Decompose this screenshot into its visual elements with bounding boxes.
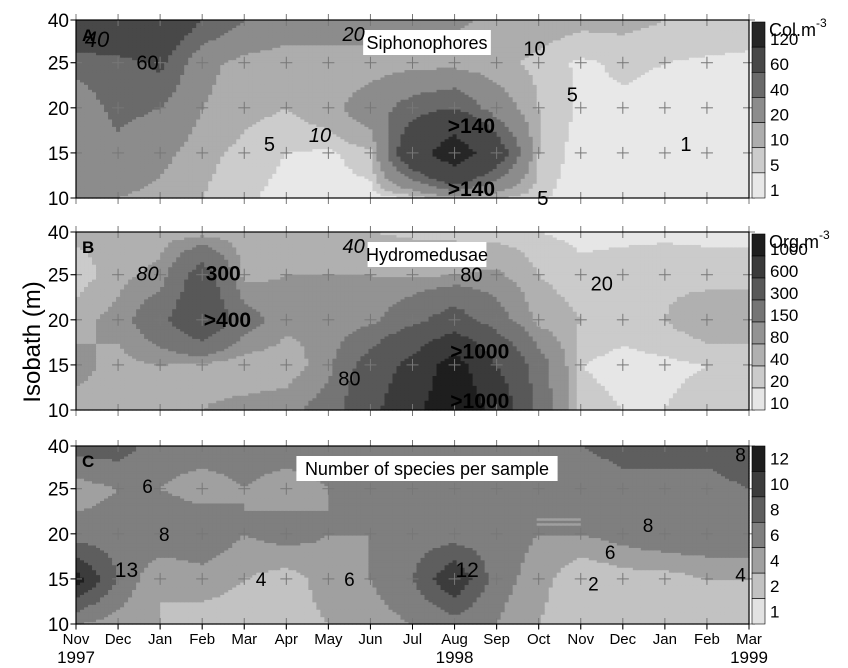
y-axis-label: Isobath (m) xyxy=(19,281,46,402)
